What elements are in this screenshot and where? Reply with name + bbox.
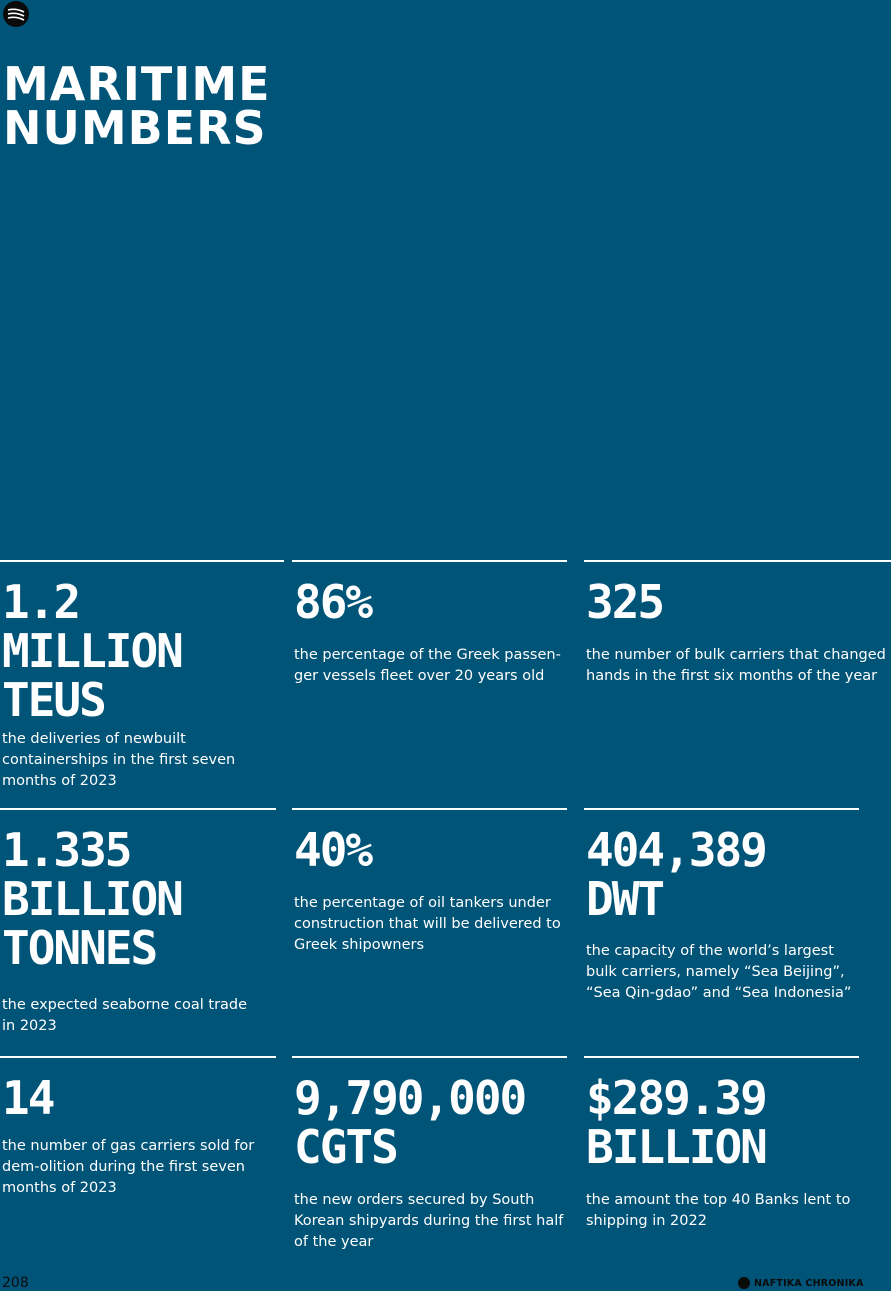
- figure-line: TONNES: [2, 921, 158, 975]
- figure-line: $289.39: [586, 1071, 768, 1125]
- stat-figure: 1.2 MILLION TEUS: [2, 578, 284, 725]
- figure-line: 1.335: [2, 823, 132, 877]
- divider-rule: [292, 1056, 567, 1058]
- stat-description: the amount the top 40 Banks lent to ship…: [586, 1192, 851, 1229]
- stat-figure: 40%: [294, 826, 562, 875]
- stat-description: the expected seaborne coal trade in 2023: [2, 997, 248, 1034]
- stat-description: the percentage of oil tankers under cons…: [294, 895, 561, 953]
- stat-greek-passenger: 86% the percentage of the Greek passen-g…: [294, 578, 562, 687]
- stat-figure: $289.39 BILLION: [586, 1074, 861, 1172]
- brand-logo-icon: [738, 1277, 750, 1289]
- divider-rule: [0, 1056, 276, 1058]
- stat-figure: 1.335 BILLION TONNES: [2, 826, 264, 973]
- divider-rule: [584, 808, 859, 810]
- stat-description: the new orders secured by South Korean s…: [294, 1192, 564, 1250]
- figure-line: 9,790,000: [294, 1071, 527, 1125]
- figure-line: 404,389: [586, 823, 768, 877]
- stat-description: the number of gas carriers sold for dem-…: [2, 1138, 255, 1196]
- stat-largest-bulk: 404,389 DWT the capacity of the world’s …: [586, 826, 861, 1004]
- figure-line: 14: [2, 1071, 55, 1125]
- brand-name: NAFTIKA CHRONIKA: [754, 1277, 864, 1289]
- logo-icon: [3, 1, 29, 27]
- page-title: MARITIME NUMBERS: [3, 57, 271, 155]
- stat-description: the percentage of the Greek passen-ger v…: [294, 647, 561, 684]
- stat-description: the deliveries of newbuilt containership…: [2, 731, 236, 789]
- figure-line: CGTS: [294, 1120, 399, 1174]
- divider-rule: [584, 1056, 859, 1058]
- figure-line: 40%: [294, 823, 373, 877]
- stat-teus: 1.2 MILLION TEUS the deliveries of newbu…: [2, 578, 284, 792]
- divider-rule: [0, 560, 284, 562]
- stat-description: the capacity of the world’s largest bulk…: [586, 943, 852, 1001]
- figure-line: BILLION: [2, 872, 184, 926]
- divider-rule: [584, 560, 891, 562]
- figure-line: 1.2: [2, 575, 81, 629]
- figure-line: MILLION: [2, 624, 184, 678]
- stat-figure: 14: [2, 1074, 277, 1123]
- figure-line: 86%: [294, 575, 373, 629]
- stat-figure: 86%: [294, 578, 562, 627]
- stat-oil-tankers: 40% the percentage of oil tankers under …: [294, 826, 562, 956]
- figure-line: BILLION: [586, 1120, 768, 1174]
- page-number: 208: [2, 1275, 29, 1291]
- figure-line: TEUS: [2, 673, 107, 727]
- divider-rule: [0, 808, 276, 810]
- stat-korean-orders: 9,790,000 CGTS the new orders secured by…: [294, 1074, 570, 1253]
- stat-figure: 404,389 DWT: [586, 826, 861, 924]
- divider-rule: [292, 560, 567, 562]
- stat-gas-carriers: 14 the number of gas carriers sold for d…: [2, 1074, 277, 1199]
- figure-line: DWT: [586, 872, 665, 926]
- figure-line: 325: [586, 575, 665, 629]
- stat-figure: 325: [586, 578, 891, 627]
- stat-bulk-carriers: 325 the number of bulk carriers that cha…: [586, 578, 891, 687]
- title-line-1: MARITIME: [3, 57, 271, 111]
- stat-description: the number of bulk carriers that changed…: [586, 647, 886, 684]
- footer-brand: NAFTIKA CHRONIKA: [738, 1277, 864, 1289]
- divider-rule: [292, 808, 567, 810]
- stat-figure: 9,790,000 CGTS: [294, 1074, 570, 1172]
- stat-bank-lending: $289.39 BILLION the amount the top 40 Ba…: [586, 1074, 861, 1232]
- title-line-2: NUMBERS: [3, 101, 267, 155]
- stat-coal-trade: 1.335 BILLION TONNES the expected seabor…: [2, 826, 264, 1037]
